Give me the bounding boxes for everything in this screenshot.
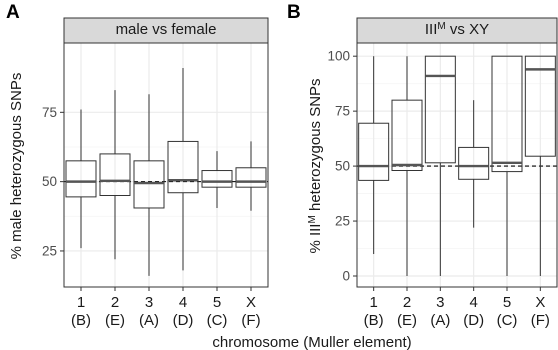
strip-a	[63, 17, 269, 44]
box-body	[458, 146, 490, 180]
strip-title-a: male vs female	[116, 21, 217, 38]
y-axis-title-b-sup: M	[307, 215, 318, 223]
box-body	[391, 99, 423, 171]
box-a-X	[235, 141, 267, 211]
y-tick-label-a: 25	[42, 243, 57, 258]
y-axis-title-a: % male heterozygous SNPs	[8, 73, 25, 260]
box-a-2	[99, 90, 131, 260]
panel-a: 25 50 75 1(B) 2(E) 3(A) 4(D) 5(C) X(F)	[42, 17, 269, 329]
strip-b	[356, 17, 558, 44]
y-tick-label-b: 75	[335, 104, 350, 119]
x-tick-label-a: 1	[77, 294, 85, 311]
y-axis-title-b: % IIIM heterozygous SNPs	[307, 78, 324, 253]
box-b-5	[491, 55, 523, 277]
box-b-3	[424, 55, 456, 277]
y-tick-label-a: 50	[42, 174, 57, 189]
box-body	[133, 160, 165, 209]
y-tick-label-b: 50	[335, 159, 350, 174]
muller-label-a: (D)	[173, 312, 194, 329]
muller-label-b: (A)	[430, 312, 450, 329]
x-tick-label-b: X	[535, 294, 545, 311]
panel-border-a	[63, 42, 269, 288]
x-tick-label-a: 4	[179, 294, 187, 311]
box-body	[491, 55, 523, 173]
box-a-4	[167, 67, 199, 271]
strip-title-b-rest: vs XY	[446, 21, 489, 38]
plot-area-a	[64, 43, 268, 287]
y-tick-label-b: 25	[335, 214, 350, 229]
box-body	[99, 153, 131, 196]
muller-label-b: (D)	[463, 312, 484, 329]
panel-border-b	[356, 42, 558, 288]
muller-label-a: (A)	[139, 312, 159, 329]
muller-label-b: (F)	[531, 312, 550, 329]
box-body	[424, 55, 456, 164]
x-tick-label-a: 5	[213, 294, 221, 311]
box-a-3	[133, 94, 165, 276]
box-body	[235, 167, 267, 188]
panel-b: 0 25 50 75 100 1(B) 2(E) 3(A) 4(D) 5(C) X(F)	[327, 17, 558, 329]
x-tick-label-a: 2	[111, 294, 119, 311]
muller-label-a: (F)	[241, 312, 260, 329]
y-tick-label-a: 75	[42, 105, 57, 120]
box-b-X	[524, 55, 556, 277]
y-axis-title-b-rest: heterozygous SNPs	[307, 78, 324, 215]
x-tick-label-b: 2	[403, 294, 411, 311]
strip-title-b-sup: M	[437, 21, 445, 32]
box-a-1	[65, 109, 97, 249]
y-tick-label-b: 0	[342, 269, 350, 284]
x-tick-label-b: 5	[503, 294, 511, 311]
box-b-1	[358, 56, 390, 255]
strip-title-b-main: III	[425, 21, 438, 38]
strip-title-b: IIIM vs XY	[425, 21, 489, 38]
panel-label-b: B	[287, 2, 301, 23]
box-body	[167, 140, 199, 194]
x-tick-label-a: 3	[145, 294, 153, 311]
box-a-5	[201, 151, 233, 208]
box-body	[524, 55, 556, 157]
muller-label-b: (B)	[364, 312, 384, 329]
box-b-4	[458, 100, 490, 228]
muller-label-a: (E)	[105, 312, 125, 329]
x-tick-label-b: 3	[436, 294, 444, 311]
box-body	[65, 160, 97, 198]
muller-label-a: (C)	[207, 312, 228, 329]
y-axis-title-b-main: % III	[307, 224, 324, 254]
x-tick-label-b: 1	[369, 294, 377, 311]
muller-label-b: (C)	[497, 312, 518, 329]
box-body	[358, 122, 390, 181]
plot-layer: 2550751(B)2(E)3(A)4(D)5(C)X(F)0255075100…	[42, 17, 558, 329]
muller-label-a: (B)	[71, 312, 91, 329]
box-b-2	[391, 56, 423, 277]
x-tick-label-b: 4	[469, 294, 477, 311]
panel-label-a: A	[6, 2, 20, 23]
y-tick-label-b: 100	[327, 49, 350, 64]
x-tick-label-a: X	[246, 294, 256, 311]
x-axis-title: chromosome (Muller element)	[212, 334, 411, 350]
muller-label-b: (E)	[397, 312, 417, 329]
box-body	[201, 170, 233, 188]
